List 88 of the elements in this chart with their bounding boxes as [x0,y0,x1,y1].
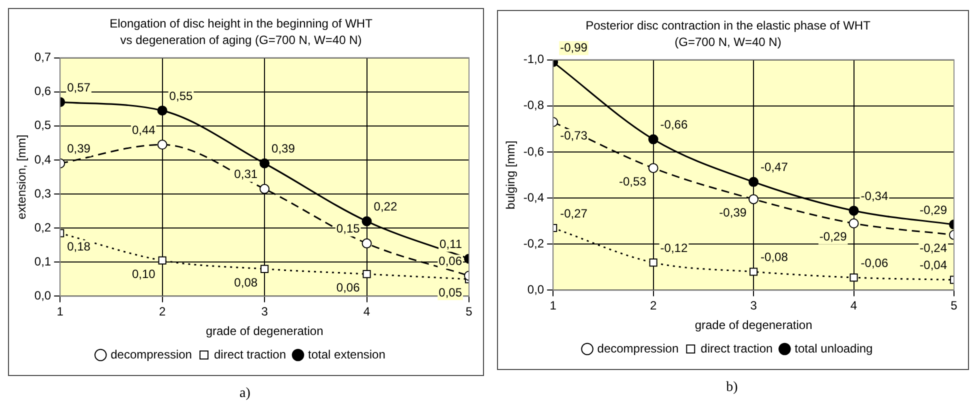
x-tick-label: 3 [750,298,758,313]
point [362,238,372,248]
y-tick-label: -0,6 [523,144,544,158]
y-tick-label: 0,6 [34,84,52,98]
data-label: 0,06 [438,254,462,268]
data-label: -0,06 [860,256,888,270]
data-label: -0,24 [920,241,948,256]
chart-subtitle: vs degeneration of aging (G=700 N, W=40 N) [120,32,362,47]
x-axis-title: grade of degeneration [206,324,324,338]
data-label: -0,34 [860,189,888,204]
chart-title: Elongation of disc height in the beginning of WHT [110,16,374,31]
point [158,256,166,264]
data-label: 0,57 [67,80,91,94]
data-label: -0,53 [618,174,647,188]
y-tick-label: 0,4 [34,152,52,166]
chart-subtitle: (G=700 N, W=40 N) [674,34,782,49]
data-label: 0,39 [67,142,91,156]
point [157,106,168,116]
legend-label: total extension [308,347,386,362]
data-label: 0,06 [336,280,360,294]
y-tick-label: 0,0 [34,288,52,303]
point [362,216,372,226]
data-label: 0,31 [234,167,258,182]
y-tick-label: 0,5 [34,118,52,132]
data-label: -0,12 [660,240,688,255]
legend-label: total unloading [794,341,873,356]
y-tick-label: 0,3 [34,186,52,200]
data-label: -0,29 [920,202,948,217]
legend-label: direct traction [700,341,773,356]
x-tick-label: 1 [550,298,557,313]
point [750,268,758,276]
data-label: 0,15 [336,222,360,236]
x-tick-label: 2 [158,304,166,319]
point [649,258,658,267]
text: b) [725,380,739,396]
point [848,218,859,228]
data-label: -0,39 [719,206,747,220]
y-tick-label: -0,8 [523,98,544,112]
point [848,206,859,216]
point [362,270,371,278]
y-tick-label: 0,0 [527,282,544,297]
x-tick-label: 3 [261,304,268,319]
y-axis-title: extension, [mm] [14,134,29,220]
point [748,176,759,187]
point [260,158,270,168]
point [748,194,759,204]
data-label: -0,73 [560,128,588,142]
data-label: 0,18 [67,240,91,254]
y-tick-label: -1,0 [523,52,544,66]
data-label: 0,08 [234,275,258,290]
data-label: -0,47 [760,160,788,174]
data-label: 0,11 [440,237,462,252]
y-axis-title: bulging [mm] [504,140,518,210]
point [260,264,269,273]
y-tick-label: -0,2 [523,236,544,250]
data-label: -0,99 [560,40,588,54]
y-tick-label: 0,1 [34,254,52,268]
data-label: 0,55 [169,88,193,103]
data-label: -0,29 [819,230,848,244]
legend-label: decompression [597,341,679,356]
y-tick-label: -0,4 [523,190,544,204]
x-tick-label: 4 [850,298,858,313]
chart-title: Posterior disc contraction in the elastic phase of WHT [586,18,872,33]
data-label: 0,10 [132,266,156,281]
text: a) [238,386,252,402]
point [157,140,168,150]
point [260,184,270,194]
x-axis-title: grade of degeneration [694,318,812,332]
point [648,163,658,174]
point [850,273,858,282]
data-label: -0,66 [660,118,688,132]
y-tick-label: 0,7 [34,50,52,64]
point [648,134,658,144]
x-tick-label: 2 [650,298,657,313]
legend-label: direct traction [214,347,286,362]
data-label: -0,08 [760,250,788,264]
y-tick-label: 0,2 [34,220,52,234]
data-label: -0,27 [560,206,588,220]
x-tick-label: 4 [363,304,370,319]
data-label: 0,39 [272,142,296,156]
data-label: 0,22 [374,200,398,214]
data-label: 0,44 [132,122,156,137]
data-label: -0,04 [920,258,948,272]
x-tick-label: 5 [950,298,958,313]
x-tick-label: 1 [56,304,64,319]
legend-label: decompression [110,347,192,362]
x-tick-label: 5 [466,304,473,319]
data-label: 0,05 [438,285,462,300]
